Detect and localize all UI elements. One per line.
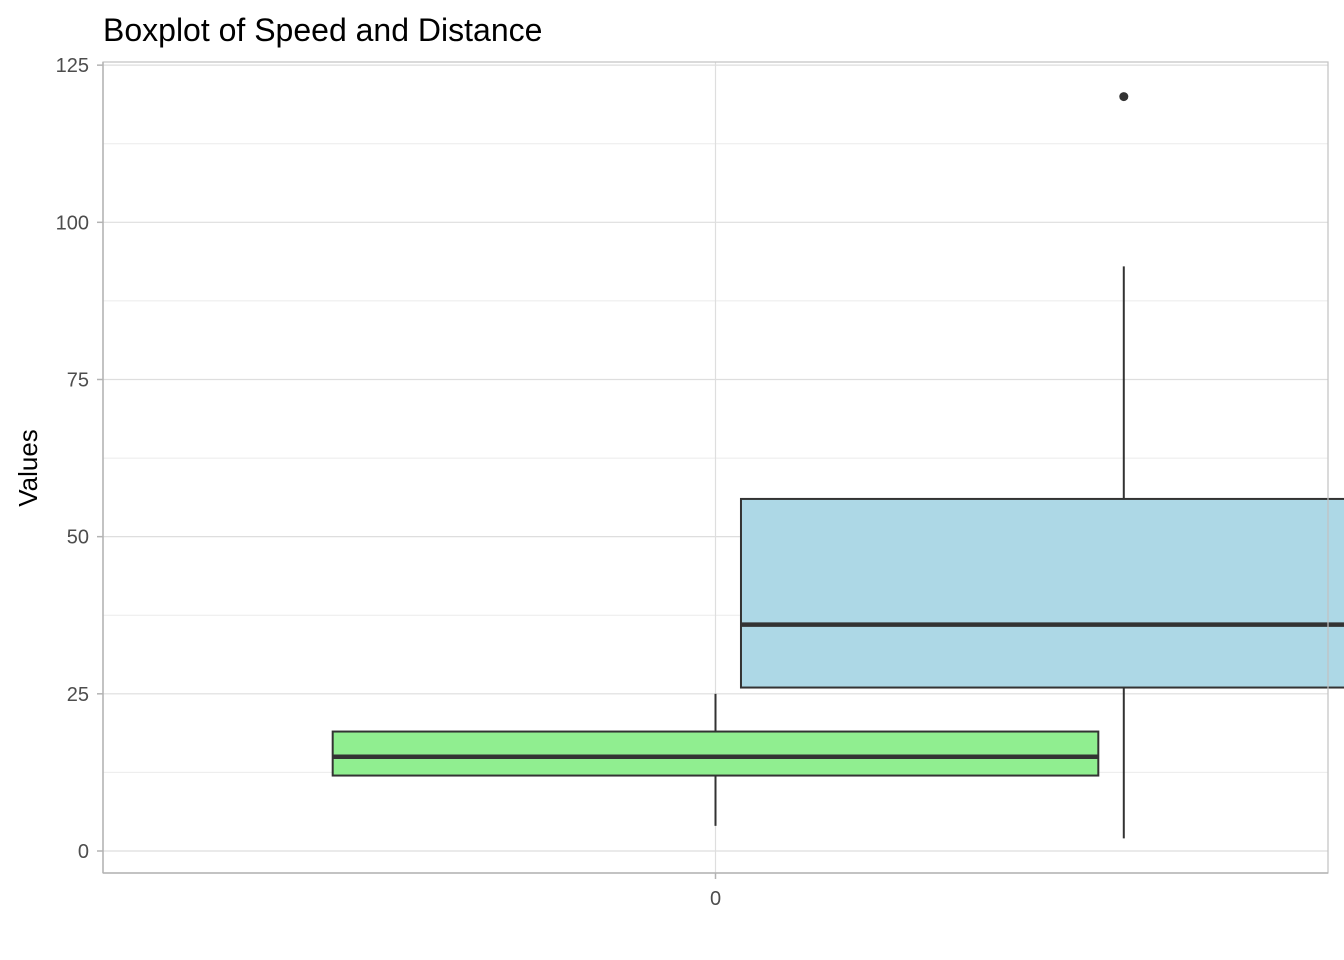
y-tick-label: 100 bbox=[56, 212, 89, 234]
x-tick-label: 0 bbox=[710, 888, 721, 910]
axes: 0 25 50 75 100 125 0 bbox=[56, 55, 1329, 910]
grid-lines bbox=[103, 62, 1328, 873]
y-tick-label: 125 bbox=[56, 55, 89, 77]
plot-area bbox=[331, 92, 1344, 839]
y-tick-label: 25 bbox=[67, 684, 89, 706]
outlier-point bbox=[1119, 92, 1129, 102]
chart-title: Boxplot of Speed and Distance bbox=[103, 12, 542, 48]
box bbox=[331, 730, 1100, 777]
y-axis-title: Values bbox=[13, 429, 43, 507]
y-tick-label: 0 bbox=[78, 841, 89, 863]
y-tick-label: 75 bbox=[67, 369, 89, 391]
boxplot-series-1 bbox=[739, 92, 1344, 839]
box bbox=[739, 497, 1344, 689]
y-tick-label: 50 bbox=[67, 527, 89, 549]
boxplot-series-0 bbox=[331, 693, 1100, 826]
